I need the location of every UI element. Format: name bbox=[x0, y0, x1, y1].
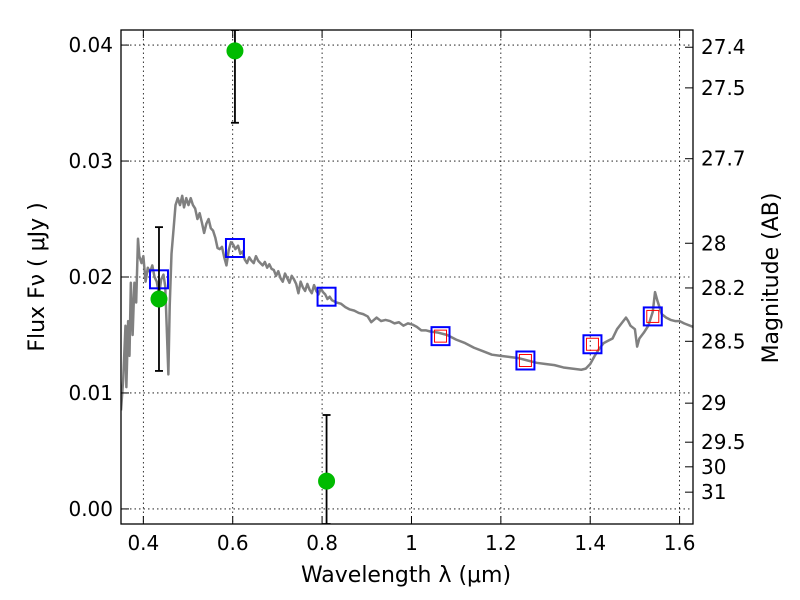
x-tick-label: 1 bbox=[405, 531, 418, 555]
observed-nir-square bbox=[585, 337, 599, 351]
magnitude-tick-label: 29 bbox=[701, 391, 726, 415]
magnitude-tick-label: 30 bbox=[701, 455, 726, 479]
model-photometry-square bbox=[224, 238, 245, 259]
magnitude-tick-label: 27.5 bbox=[701, 76, 746, 100]
model-photometry-square bbox=[582, 334, 603, 355]
y-axis-label: Flux Fν ( μJy ) bbox=[25, 202, 50, 351]
x-tick-label: 1.4 bbox=[574, 531, 606, 555]
y-tick-label: 0.03 bbox=[68, 149, 113, 173]
observed-optical-point bbox=[226, 42, 244, 60]
model-photometry-square bbox=[642, 306, 663, 327]
model-photometry-square bbox=[515, 350, 536, 371]
data-layer bbox=[121, 30, 693, 524]
spectrum-line bbox=[121, 194, 693, 411]
magnitude-tick-label: 28 bbox=[701, 231, 726, 255]
x-tick-label: 1.6 bbox=[664, 531, 696, 555]
y-tick-label: 0.00 bbox=[68, 497, 113, 521]
observed-nir-square bbox=[434, 329, 448, 343]
x-axis-label: Wavelength λ (μm) bbox=[301, 563, 511, 588]
magnitude-tick-label: 29.5 bbox=[701, 430, 746, 454]
y-tick-label: 0.04 bbox=[68, 33, 113, 57]
magnitude-tick-label: 27.4 bbox=[701, 35, 746, 59]
magnitude-tick-label: 31 bbox=[701, 480, 726, 504]
x-tick-label: 0.8 bbox=[306, 531, 338, 555]
observed-nir-square bbox=[518, 353, 532, 367]
magnitude-tick-label: 27.7 bbox=[701, 147, 746, 171]
observed-nir-square bbox=[646, 309, 660, 323]
magnitude-axis-label: Magnitude (AB) bbox=[759, 193, 784, 364]
grid bbox=[121, 30, 693, 524]
y-tick-label: 0.01 bbox=[68, 381, 113, 405]
model-photometry-square bbox=[316, 286, 337, 307]
magnitude-tick-label: 28.2 bbox=[701, 276, 746, 300]
x-tick-label: 0.4 bbox=[127, 531, 159, 555]
x-tick-label: 1.2 bbox=[485, 531, 517, 555]
x-tick-label: 0.6 bbox=[217, 531, 249, 555]
y-tick-label: 0.02 bbox=[68, 265, 113, 289]
ticks: 0.4 0.6 0.8 1 1.2 1.4 1.6 0.00 0.01 0.02 0.03 0.04 2… bbox=[68, 30, 746, 555]
magnitude-tick-label: 28.5 bbox=[701, 329, 746, 353]
model-photometry-square bbox=[430, 326, 451, 347]
observed-optical-point bbox=[150, 290, 168, 308]
observed-optical-point bbox=[318, 472, 336, 490]
